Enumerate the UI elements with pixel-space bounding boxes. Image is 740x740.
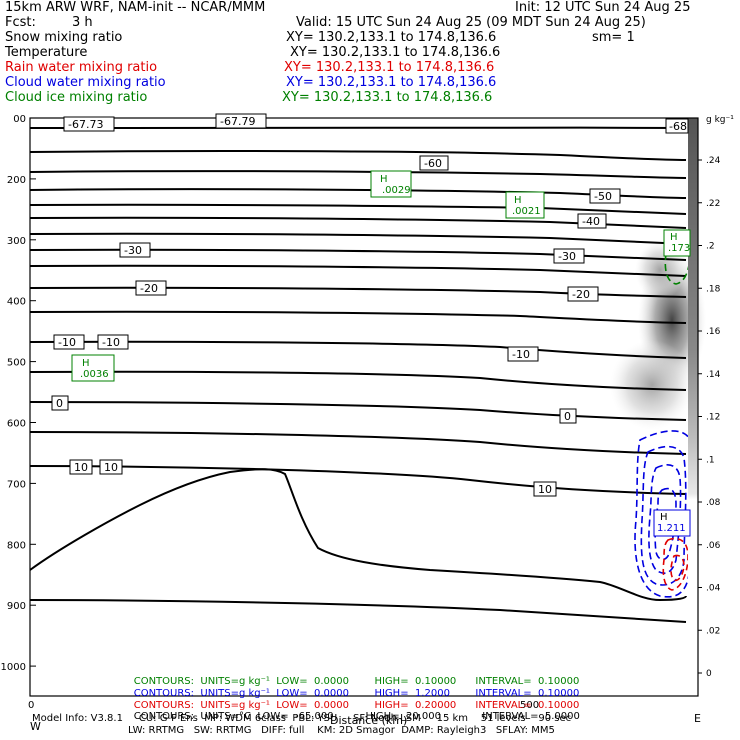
colorbar-unit: g kg⁻¹	[706, 115, 734, 125]
colorbar	[688, 118, 698, 696]
field-xy: XY= 130.2,133.1 to 174.8,136.6	[286, 75, 497, 90]
high-marker: H	[380, 174, 388, 185]
colorbar-tick-label: .24	[706, 156, 721, 166]
temperature-label: -20	[572, 288, 590, 301]
y-tick-label: 200	[7, 175, 26, 186]
colorbar-tick-label: .1	[706, 455, 715, 465]
x-axis-start: W	[30, 720, 41, 733]
y-tick-label: 600	[7, 419, 26, 430]
high-value: .0021	[512, 206, 541, 217]
y-tick-label: 500	[7, 358, 26, 369]
x-tick-label: 500	[520, 700, 539, 711]
field-name: Snow mixing ratio	[5, 30, 123, 45]
temperature-label: 10	[104, 461, 118, 474]
init-time: Init: 12 UTC Sun 24 Aug 25	[515, 0, 691, 15]
x-tick-label: 0	[28, 700, 34, 711]
rain-water-contours	[662, 537, 689, 591]
colorbar-tick-label: .2	[706, 242, 715, 252]
colorbar-tick-label: .02	[706, 626, 720, 636]
temperature-label: -50	[594, 190, 612, 203]
y-tick-label: 00	[13, 114, 26, 125]
y-tick-label: 400	[7, 297, 26, 308]
high-marker: H	[670, 232, 678, 243]
temperature-label: -30	[124, 244, 142, 257]
model-title: 15km ARW WRF, NAM-init -- NCAR/MMM	[5, 0, 266, 15]
colorbar-tick-label: .18	[706, 284, 721, 294]
y-tick-label: 900	[7, 601, 26, 612]
colorbar-axis: .24 .22 .2 .18 .16 .14 .12 .1 .08 .06 .04 .02 0	[698, 156, 721, 679]
field-xy: XY= 130.2,133.1 to 174.8,136.6	[286, 30, 497, 45]
field-extra: sm= 1	[592, 30, 635, 45]
model-info-line: Model Info: V3.8.1 CU: G-F Ens MP: WDM 6…	[32, 713, 572, 724]
physics-info-line: LW: RRTMG SW: RRTMG DIFF: full KM: 2D Sm…	[128, 725, 555, 736]
temperature-label: 0	[564, 410, 571, 423]
temperature-label: -60	[424, 157, 442, 170]
colorbar-tick-label: .14	[706, 370, 721, 380]
contour-info-row: CONTOURS: UNITS=g kg⁻¹ LOW= 0.0000 HIGH=…	[133, 688, 580, 699]
y-tick-label: 300	[7, 236, 26, 247]
field-xy: XY= 130.2,133.1 to 174.8,136.6	[282, 90, 493, 105]
colorbar-tick-label: .22	[706, 199, 720, 209]
field-name: Temperature	[5, 45, 88, 60]
temperature-label: -68	[669, 120, 687, 133]
isotherm-lines	[29, 126, 687, 495]
temperature-label: 10	[74, 461, 88, 474]
colorbar-tick-label: .04	[706, 584, 721, 594]
colorbar-tick-label: .16	[706, 327, 721, 337]
high-marker: H	[660, 512, 668, 523]
fcst-value: 3 h	[72, 15, 93, 30]
temperature-label: -10	[102, 336, 120, 349]
maxima-markers: H .0029 H .0021 H .0036 H .173 H 1.211	[71, 170, 691, 537]
colorbar-tick-label: 0	[706, 669, 712, 679]
temperature-label: 0	[56, 397, 63, 410]
field-xy: XY= 130.2,133.1 to 174.8,136.6	[290, 45, 501, 60]
temperature-label: -10	[58, 336, 76, 349]
colorbar-tick-label: .12	[706, 413, 720, 423]
field-xy: XY= 130.2,133.1 to 174.8,136.6	[284, 60, 495, 75]
colorbar-tick-label: .06	[706, 541, 721, 551]
x-axis-label: Distance (km)	[330, 714, 407, 727]
high-value: .173	[668, 243, 690, 254]
temperature-label: -30	[558, 250, 576, 263]
field-name: Cloud water mixing ratio	[5, 75, 166, 90]
high-value: .0036	[80, 369, 109, 380]
high-marker: H	[82, 358, 90, 369]
temperature-label: -20	[140, 282, 158, 295]
contour-info-row: CONTOURS: UNITS=g kg⁻¹ LOW= 0.0000 HIGH=…	[133, 700, 580, 711]
temperature-label: 10	[538, 483, 552, 496]
high-value: .0029	[382, 185, 411, 196]
temperature-label: -10	[512, 348, 530, 361]
y-axis: 00 200 300 400 500 600 700 800 900 1000	[1, 114, 36, 673]
snow-shading	[610, 340, 694, 430]
field-name: Rain water mixing ratio	[5, 60, 158, 75]
plot-frame	[29, 117, 699, 697]
y-tick-label: 1000	[1, 662, 26, 673]
cloud-water-contours	[634, 430, 694, 598]
y-tick-label: 800	[7, 540, 26, 551]
temperature-label: -40	[582, 215, 600, 228]
high-marker: H	[514, 195, 522, 206]
valid-time: Valid: 15 UTC Sun 24 Aug 25 (09 MDT Sun …	[296, 15, 646, 30]
field-name: Cloud ice mixing ratio	[5, 90, 148, 105]
temperature-label: -67.79	[220, 115, 255, 128]
isotherm-lower	[29, 599, 687, 623]
high-value: 1.211	[657, 523, 686, 534]
y-tick-label: 700	[7, 479, 26, 490]
isotherm-labels: -67.73 -67.79 -60 -50 -40 -30 -30 -20 -2…	[51, 113, 689, 497]
x-axis-end: E	[694, 712, 701, 725]
colorbar-tick-label: .08	[706, 498, 721, 508]
contour-info-row: CONTOURS: UNITS=°C LOW= -65.000 HIGH= 20…	[133, 711, 580, 722]
terrain-line	[29, 468, 687, 602]
temperature-label: -67.73	[68, 118, 103, 131]
fcst-label: Fcst:	[5, 15, 36, 30]
contour-info-row: CONTOURS: UNITS=g kg⁻¹ LOW= 0.0000 HIGH=…	[133, 676, 580, 687]
